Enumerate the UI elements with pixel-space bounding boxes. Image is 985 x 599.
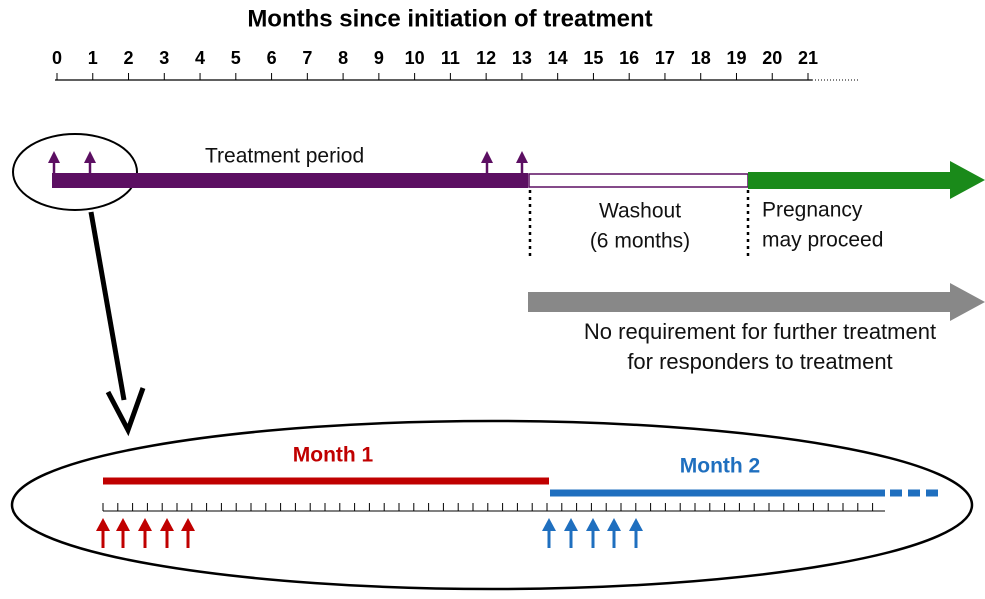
dose-arrow-head (481, 151, 493, 163)
dose-arrow-head (48, 151, 60, 163)
month-tick-label: 16 (619, 48, 639, 68)
washout-label: Washout (599, 200, 681, 223)
month-tick-label: 19 (726, 48, 746, 68)
month-tick-label: 1 (88, 48, 98, 68)
washout-sublabel: (6 months) (590, 230, 690, 253)
zoom-arrow (88, 211, 127, 401)
daily-dose-arrow-head (160, 518, 174, 531)
treatment-bar (52, 173, 528, 188)
zoom-arrow-head (105, 387, 146, 437)
month-tick-label: 2 (124, 48, 134, 68)
dose-arrow-head (84, 151, 96, 163)
month-tick-label: 17 (655, 48, 675, 68)
month-tick-label: 0 (52, 48, 62, 68)
daily-dose-arrow-head (542, 518, 556, 531)
month-tick-label: 15 (583, 48, 603, 68)
month-tick-label: 11 (441, 48, 460, 68)
dose-arrow-head (516, 151, 528, 163)
daily-dose-arrow-head (586, 518, 600, 531)
month-tick-label: 18 (691, 48, 711, 68)
month-tick-label: 13 (512, 48, 532, 68)
pregnancy-label: Pregnancy (762, 199, 863, 222)
month-tick-label: 20 (762, 48, 782, 68)
title: Months since initiation of treatment (247, 5, 652, 32)
month-tick-label: 9 (374, 48, 384, 68)
month1-label: Month 1 (293, 444, 374, 467)
note-line-1: No requirement for further treatment (584, 319, 936, 344)
no-requirement-arrow (528, 283, 985, 321)
month2-label: Month 2 (680, 455, 760, 478)
treatment-label: Treatment period (205, 145, 364, 168)
daily-dose-arrow-head (138, 518, 152, 531)
detail-ellipse (10, 419, 974, 591)
month-tick-label: 6 (267, 48, 277, 68)
month-tick-label: 8 (338, 48, 348, 68)
month-tick-label: 10 (405, 48, 425, 68)
daily-dose-arrow-head (116, 518, 130, 531)
month-tick-label: 5 (231, 48, 241, 68)
month-tick-label: 12 (476, 48, 496, 68)
month-tick-label: 21 (798, 48, 818, 68)
daily-dose-arrow-head (607, 518, 621, 531)
note-line-2: for responders to treatment (627, 349, 892, 374)
daily-dose-arrow-head (564, 518, 578, 531)
month-tick-label: 7 (302, 48, 312, 68)
pregnancy-arrow (748, 161, 985, 199)
daily-dose-arrow-head (629, 518, 643, 531)
daily-dose-arrow-head (181, 518, 195, 531)
zoom-ellipse (12, 133, 138, 211)
month-tick-label: 14 (548, 48, 568, 68)
month-tick-label: 3 (159, 48, 169, 68)
washout-bar (528, 173, 749, 188)
daily-dose-arrow-head (96, 518, 110, 531)
pregnancy-sublabel: may proceed (762, 229, 883, 252)
month-tick-label: 4 (195, 48, 205, 68)
